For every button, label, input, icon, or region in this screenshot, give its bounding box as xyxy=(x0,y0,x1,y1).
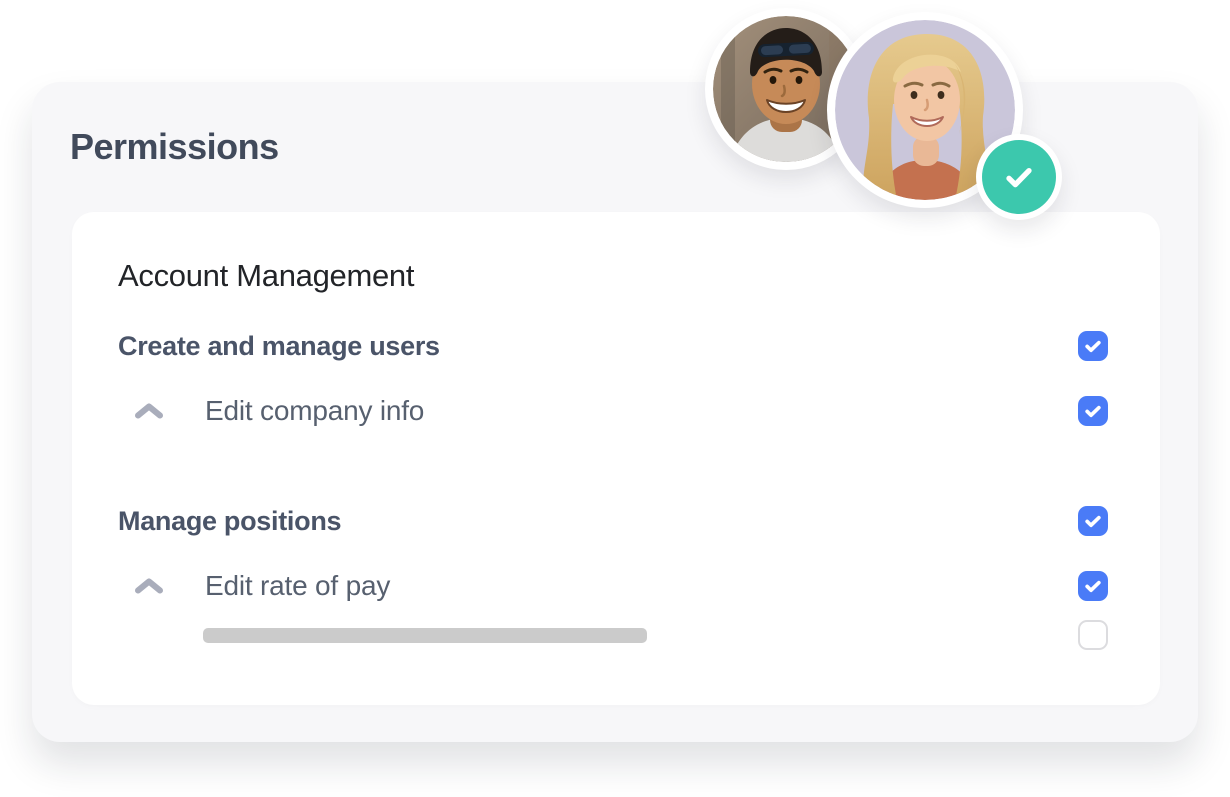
checkbox-placeholder[interactable] xyxy=(1078,620,1108,650)
verified-badge xyxy=(976,134,1062,220)
skeleton-placeholder-bar xyxy=(203,627,647,643)
check-icon xyxy=(1085,405,1101,418)
permission-row-create-and-manage-users: Create and manage users xyxy=(118,328,1108,364)
account-management-card: Account Management Create and manage use… xyxy=(72,212,1160,705)
permission-row-edit-rate-of-pay: Edit rate of pay xyxy=(118,568,1108,604)
permission-row-manage-positions: Manage positions xyxy=(118,503,1108,539)
checkbox-create-and-manage-users[interactable] xyxy=(1078,331,1108,361)
page-title: Permissions xyxy=(70,126,279,167)
section-title: Account Management xyxy=(118,258,415,293)
permission-sub-label: Edit rate of pay xyxy=(205,570,391,601)
permission-group-label: Create and manage users xyxy=(118,330,440,361)
verified-badge-circle xyxy=(982,140,1056,214)
check-icon xyxy=(1006,168,1032,188)
checkbox-manage-positions[interactable] xyxy=(1078,506,1108,536)
checkbox-edit-rate-of-pay[interactable] xyxy=(1078,571,1108,601)
permission-sub-label: Edit company info xyxy=(205,395,425,426)
check-icon xyxy=(1085,515,1101,528)
permission-row-edit-company-info: Edit company info xyxy=(118,393,1108,429)
chevron-up-icon[interactable] xyxy=(133,576,165,596)
checkbox-edit-company-info[interactable] xyxy=(1078,396,1108,426)
check-icon xyxy=(1085,340,1101,353)
check-icon xyxy=(1085,580,1101,593)
permission-row-placeholder xyxy=(118,618,1108,652)
chevron-up-icon[interactable] xyxy=(133,401,165,421)
permission-group-label: Manage positions xyxy=(118,505,342,536)
